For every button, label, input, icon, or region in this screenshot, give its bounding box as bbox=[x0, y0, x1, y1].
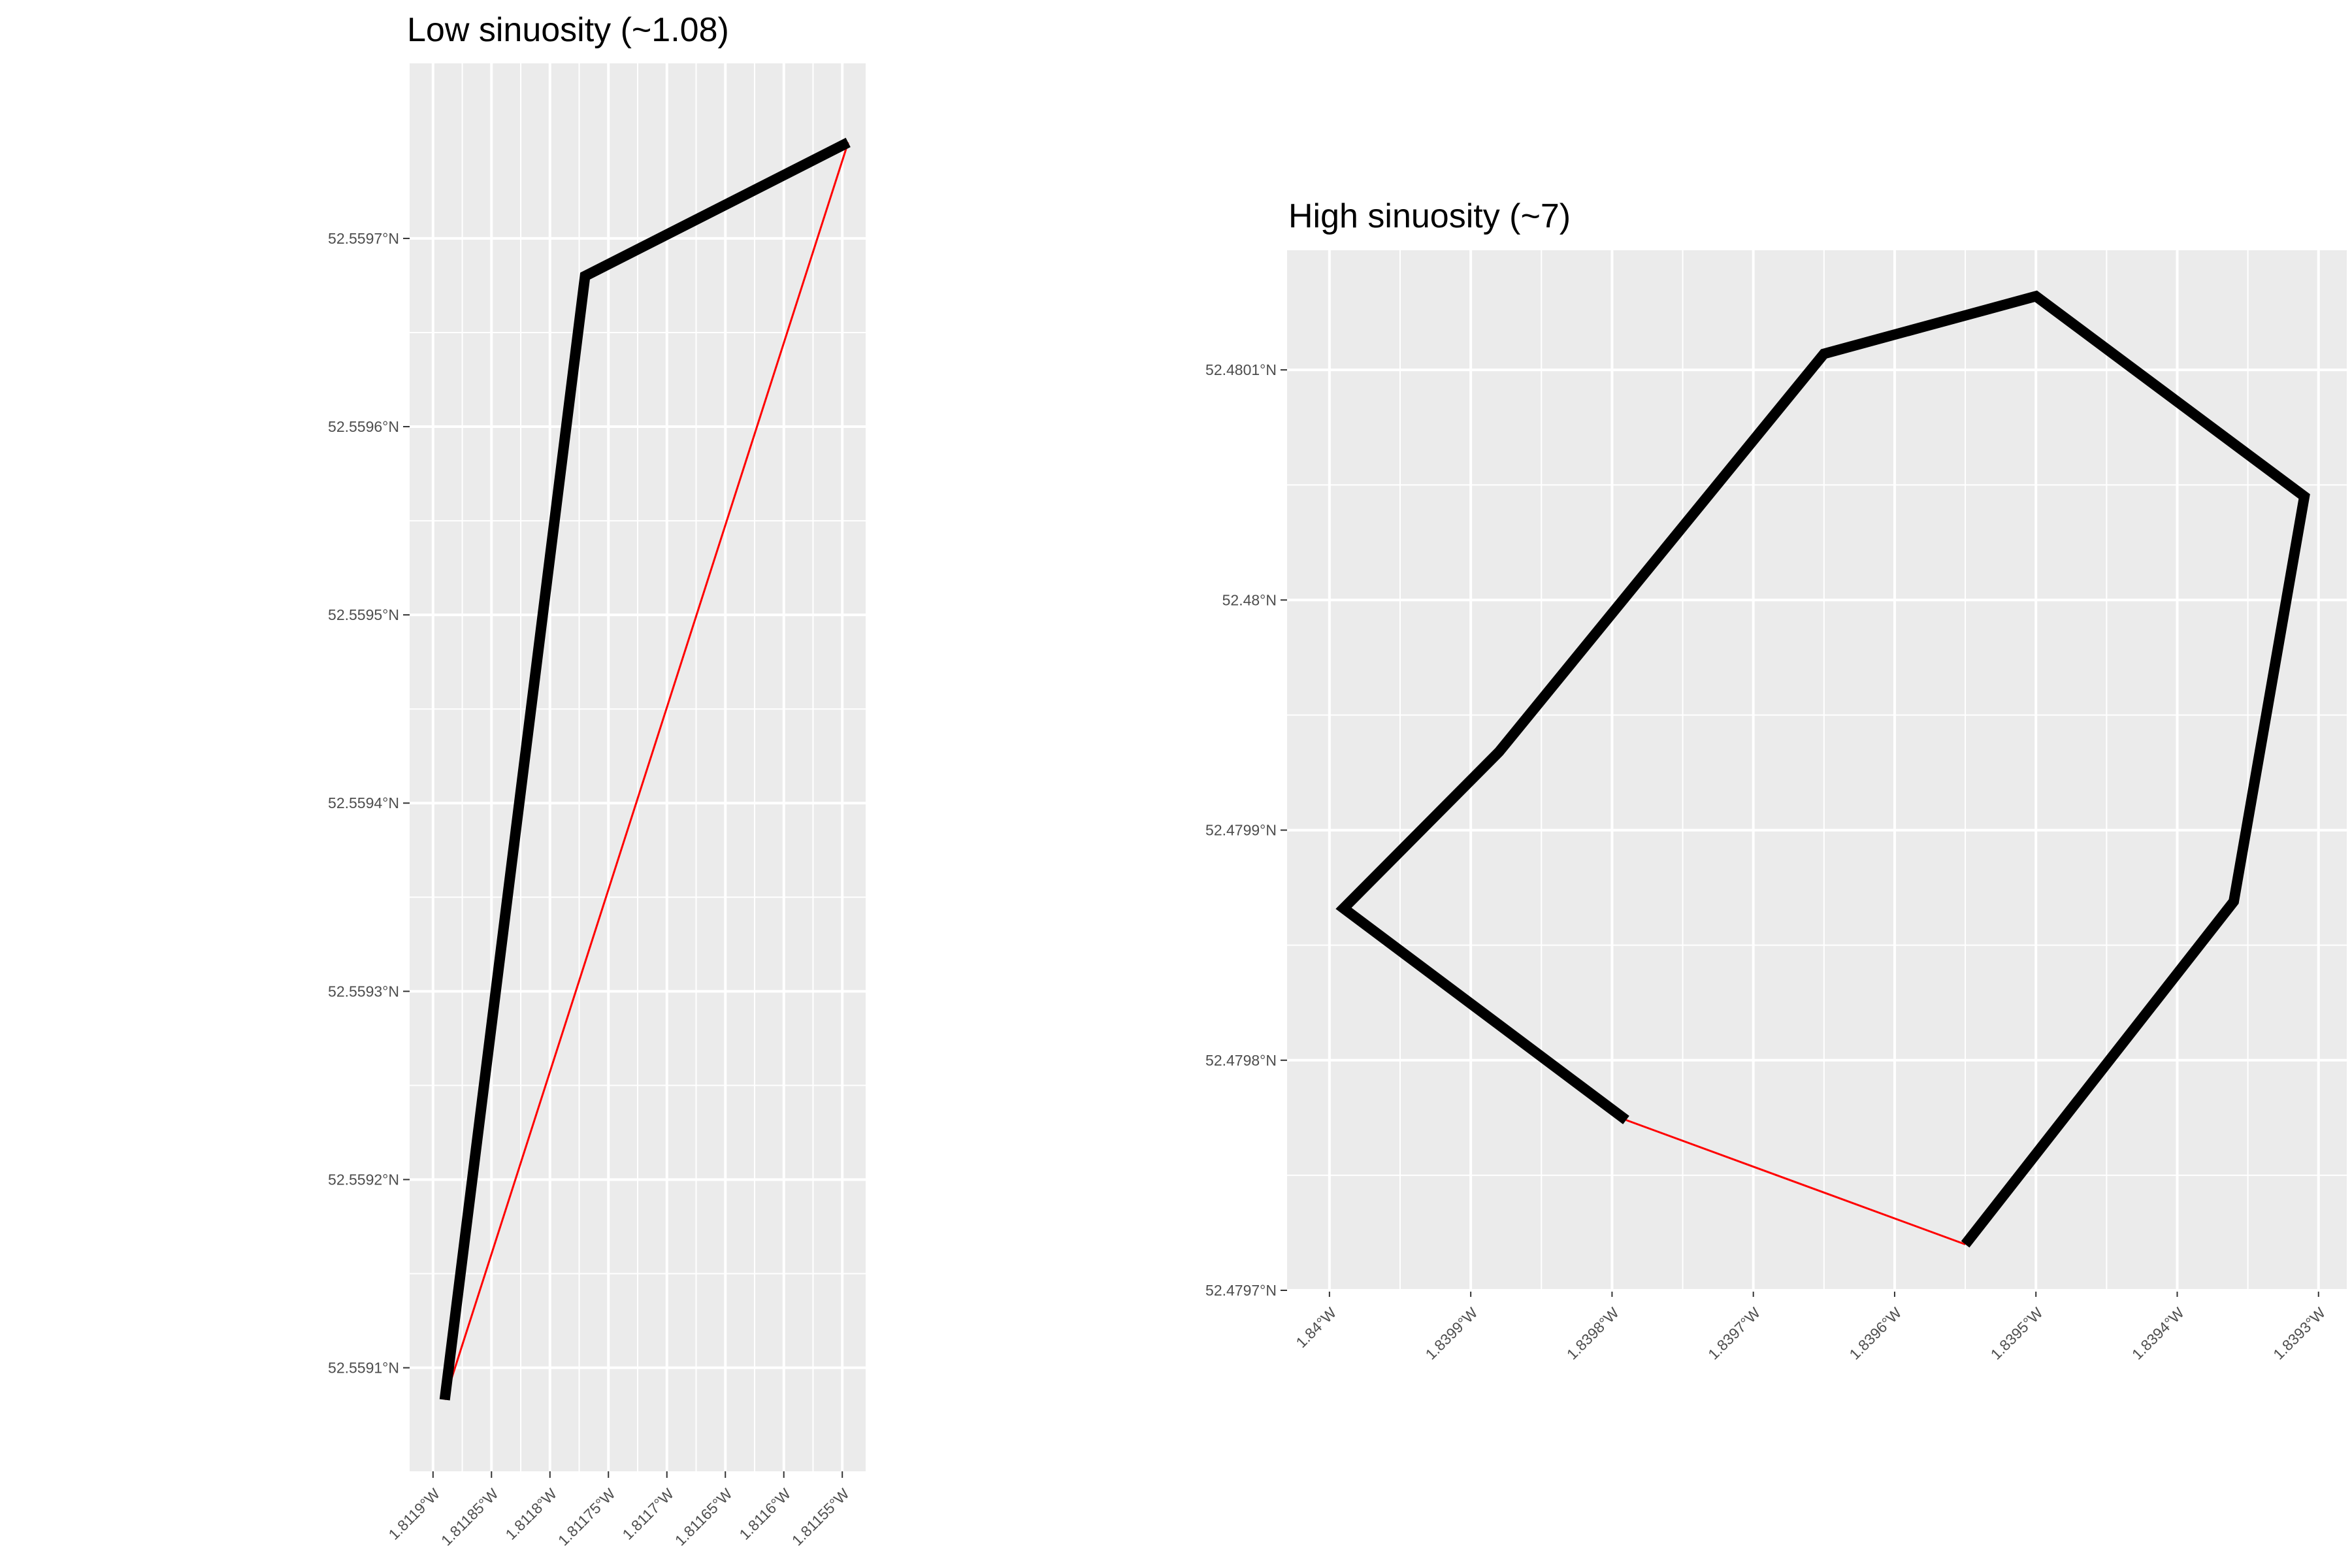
plot-panel-background bbox=[1287, 250, 2347, 1290]
y-tick-label: 52.5591°N bbox=[328, 1360, 399, 1377]
y-tick-label: 52.5594°N bbox=[328, 794, 399, 811]
y-tick-label: 52.5592°N bbox=[328, 1171, 399, 1188]
x-tick-label: 1.84°W bbox=[1292, 1304, 1339, 1351]
x-tick-label: 1.81175°W bbox=[555, 1485, 619, 1549]
y-tick-label: 52.48°N bbox=[1222, 591, 1277, 608]
y-tick-label: 52.5593°N bbox=[328, 983, 399, 1000]
x-tick-label: 1.8116°W bbox=[736, 1485, 794, 1543]
x-tick-label: 1.8117°W bbox=[619, 1485, 677, 1543]
y-tick-label: 52.4798°N bbox=[1205, 1052, 1277, 1069]
y-tick-label: 52.4797°N bbox=[1205, 1282, 1277, 1299]
x-tick-label: 1.8399°W bbox=[1422, 1304, 1481, 1363]
straight-line-segment bbox=[1625, 1119, 1966, 1246]
high-sinuosity-plot: High sinuosity (~7) 1.84°W 1.8399°W 1.8398… bbox=[1205, 197, 2347, 1363]
chart-title-high-sinuosity: High sinuosity (~7) bbox=[1288, 197, 1571, 235]
chart-title-low-sinuosity: Low sinuosity (~1.08) bbox=[407, 11, 729, 49]
track-path-line bbox=[1335, 290, 2310, 1248]
low-sinuosity-plot: Low sinuosity (~1.08) 1.8119°W1.81185°W 1… bbox=[328, 11, 866, 1549]
track-path-line bbox=[439, 137, 851, 1401]
y-tick-label: 52.5595°N bbox=[328, 606, 399, 623]
x-tick-label: 1.8393°W bbox=[2270, 1304, 2328, 1363]
x-tick-label: 1.8395°W bbox=[1987, 1304, 2046, 1363]
x-tick-label: 1.8394°W bbox=[2129, 1304, 2187, 1363]
y-tick-label: 52.4801°N bbox=[1205, 361, 1277, 378]
y-tick-label: 52.5597°N bbox=[328, 230, 399, 247]
x-tick-label: 1.81155°W bbox=[789, 1485, 853, 1549]
x-tick-label: 1.8119°W bbox=[385, 1485, 443, 1543]
x-tick-label: 1.8397°W bbox=[1705, 1304, 1763, 1363]
y-tick-label: 52.4799°N bbox=[1205, 822, 1277, 839]
x-tick-label: 1.8118°W bbox=[502, 1485, 560, 1543]
y-tick-label: 52.5596°N bbox=[328, 418, 399, 435]
x-tick-label: 1.8398°W bbox=[1563, 1304, 1622, 1363]
x-tick-label: 1.8396°W bbox=[1846, 1304, 1904, 1363]
x-tick-label: 1.81185°W bbox=[438, 1485, 502, 1549]
x-tick-label: 1.81165°W bbox=[672, 1485, 736, 1549]
straight-line-segment bbox=[444, 142, 849, 1400]
